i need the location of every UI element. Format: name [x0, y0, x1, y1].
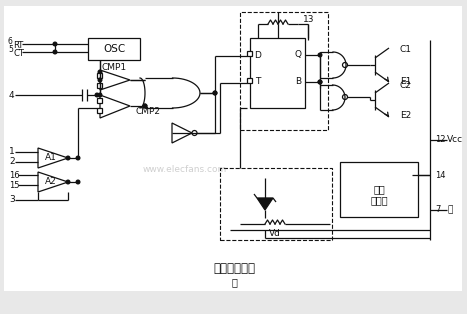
Text: B: B	[295, 78, 301, 86]
Circle shape	[53, 50, 57, 54]
Circle shape	[318, 80, 322, 84]
Circle shape	[318, 53, 322, 57]
Text: CMP1: CMP1	[101, 63, 127, 73]
Bar	[340, 162, 418, 217]
Text: 12: 12	[435, 136, 446, 144]
Text: E2: E2	[400, 111, 411, 120]
Circle shape	[192, 131, 197, 136]
Text: 16: 16	[9, 171, 20, 180]
Text: www.elecfans.com: www.elecfans.com	[143, 165, 227, 175]
Text: 13: 13	[303, 15, 314, 24]
Text: RT: RT	[13, 41, 23, 50]
Bar	[97, 108, 102, 113]
Circle shape	[342, 62, 347, 68]
Bar	[247, 51, 252, 56]
Circle shape	[342, 95, 347, 100]
Text: 15: 15	[9, 181, 20, 190]
Text: C2: C2	[400, 80, 412, 89]
Text: C1: C1	[400, 46, 412, 55]
Circle shape	[213, 91, 217, 95]
Circle shape	[95, 93, 99, 97]
Circle shape	[143, 104, 147, 108]
Circle shape	[66, 156, 70, 160]
Bar	[220, 168, 332, 240]
Text: Q: Q	[295, 51, 302, 59]
Text: A1: A1	[45, 154, 57, 163]
Bar	[97, 83, 102, 88]
Text: 基准: 基准	[373, 184, 385, 194]
Text: A2: A2	[45, 177, 57, 187]
Bar	[97, 73, 102, 78]
Circle shape	[143, 104, 147, 108]
Circle shape	[213, 91, 217, 95]
Text: 一: 一	[231, 277, 237, 287]
Circle shape	[98, 70, 102, 74]
Text: 1: 1	[9, 148, 15, 156]
Bar	[88, 38, 140, 60]
Text: CT: CT	[13, 48, 24, 57]
Text: 控制器: 控制器	[370, 195, 388, 205]
Text: 5: 5	[8, 46, 13, 55]
Text: Vcc: Vcc	[447, 136, 463, 144]
Polygon shape	[257, 198, 273, 210]
Circle shape	[98, 78, 102, 82]
Text: 7: 7	[435, 205, 440, 214]
Text: D: D	[255, 51, 262, 59]
Text: 内部等效电路: 内部等效电路	[213, 262, 255, 274]
Text: 地: 地	[447, 205, 453, 214]
Text: Vd: Vd	[269, 230, 281, 239]
Text: 14: 14	[435, 171, 446, 180]
Circle shape	[318, 80, 322, 84]
Text: 3: 3	[9, 196, 15, 204]
Bar	[97, 98, 102, 103]
Text: 4: 4	[9, 90, 14, 100]
Text: E1: E1	[400, 78, 411, 86]
Text: 6: 6	[8, 37, 13, 46]
Circle shape	[76, 156, 80, 160]
Circle shape	[66, 180, 70, 184]
Text: CMP2: CMP2	[135, 107, 161, 116]
Text: OSC: OSC	[103, 44, 125, 54]
Circle shape	[53, 42, 57, 46]
Circle shape	[98, 93, 102, 97]
Text: T: T	[255, 78, 261, 86]
Bar	[247, 78, 252, 83]
Text: 2: 2	[9, 158, 14, 166]
Bar	[240, 12, 328, 130]
Bar	[250, 38, 305, 108]
Circle shape	[76, 180, 80, 184]
